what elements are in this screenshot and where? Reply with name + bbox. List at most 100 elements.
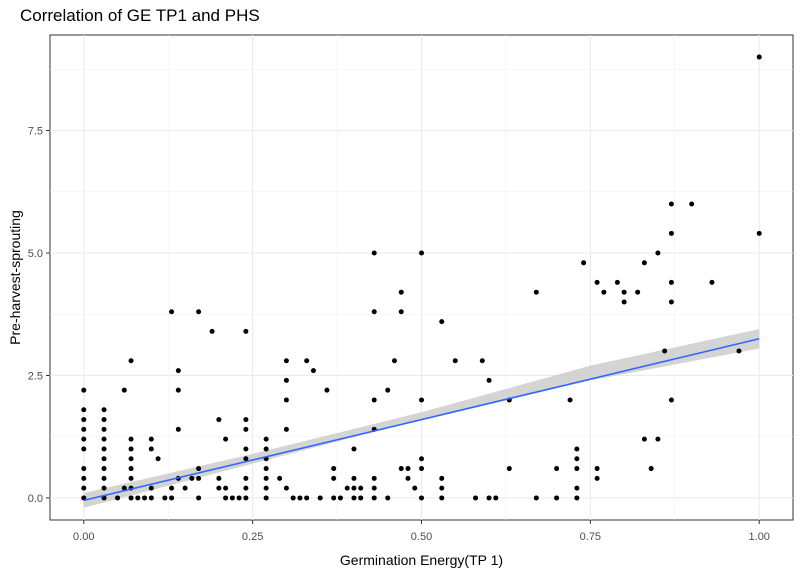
data-point xyxy=(533,289,539,295)
data-point xyxy=(574,446,580,452)
data-point xyxy=(196,466,202,472)
data-point xyxy=(128,436,134,442)
data-point xyxy=(223,495,229,501)
confidence-band xyxy=(83,328,760,508)
x-axis: 0.00 0.25 0.50 0.75 1.00 xyxy=(73,520,770,543)
data-point xyxy=(263,466,269,472)
data-point xyxy=(81,495,87,501)
data-point xyxy=(621,289,627,295)
data-point xyxy=(614,279,620,285)
y-tick-label: 7.5 xyxy=(28,126,43,138)
x-tick-label: 0.00 xyxy=(73,531,94,543)
data-point xyxy=(128,446,134,452)
data-point xyxy=(486,377,492,383)
data-point xyxy=(331,475,337,481)
data-point xyxy=(128,475,134,481)
data-point xyxy=(351,485,357,491)
data-point xyxy=(121,485,127,491)
data-point xyxy=(101,495,107,501)
data-point xyxy=(439,495,445,501)
data-point xyxy=(283,397,289,403)
data-point xyxy=(81,475,87,481)
data-point xyxy=(371,475,377,481)
data-point xyxy=(243,456,249,462)
data-point xyxy=(405,475,411,481)
y-axis-title: Pre-harvest-sprouting xyxy=(7,210,23,345)
data-point xyxy=(223,485,229,491)
data-point xyxy=(668,299,674,305)
data-point xyxy=(243,495,249,501)
data-point xyxy=(148,436,154,442)
data-point xyxy=(283,377,289,383)
data-point xyxy=(574,466,580,472)
data-point xyxy=(304,358,310,364)
data-point xyxy=(283,426,289,432)
data-point xyxy=(277,475,283,481)
data-point xyxy=(324,387,330,393)
y-tick-label: 5.0 xyxy=(28,248,43,260)
x-tick-label: 0.75 xyxy=(580,531,601,543)
data-point xyxy=(419,456,424,462)
data-point xyxy=(668,397,674,403)
data-point xyxy=(175,387,181,393)
data-point xyxy=(391,358,397,364)
data-point xyxy=(229,495,235,501)
data-point xyxy=(689,201,695,207)
data-point xyxy=(405,466,411,472)
data-point xyxy=(263,485,269,491)
data-point xyxy=(668,230,674,236)
data-point xyxy=(196,309,202,315)
data-point xyxy=(243,475,249,481)
data-point xyxy=(655,250,661,256)
data-point xyxy=(196,495,202,501)
data-point xyxy=(283,358,289,364)
data-point xyxy=(567,397,573,403)
data-point xyxy=(439,475,445,481)
data-point xyxy=(439,485,445,491)
data-point xyxy=(756,54,762,60)
data-point xyxy=(385,387,391,393)
data-point xyxy=(371,485,377,491)
data-point xyxy=(135,495,141,501)
data-point xyxy=(243,417,249,423)
data-point xyxy=(236,495,242,501)
data-point xyxy=(554,495,560,501)
data-point xyxy=(128,358,134,364)
data-point xyxy=(81,485,87,491)
data-point xyxy=(574,456,580,462)
data-point xyxy=(358,495,364,501)
data-point xyxy=(439,319,445,325)
data-point xyxy=(337,495,343,501)
data-point xyxy=(81,446,87,452)
data-point xyxy=(101,446,107,452)
data-point xyxy=(635,289,641,295)
data-point xyxy=(243,426,249,432)
data-point xyxy=(398,466,404,472)
data-point xyxy=(581,260,587,266)
data-point xyxy=(331,495,337,501)
data-point xyxy=(709,279,715,285)
data-point xyxy=(419,397,424,403)
x-tick-label: 0.50 xyxy=(411,531,432,543)
data-point xyxy=(344,485,350,491)
data-point xyxy=(668,279,674,285)
data-point xyxy=(263,436,269,442)
data-point xyxy=(668,201,674,207)
data-point xyxy=(331,466,337,472)
data-point xyxy=(81,436,87,442)
data-point xyxy=(621,299,627,305)
data-point xyxy=(142,495,148,501)
data-point xyxy=(493,495,499,501)
data-point xyxy=(358,485,364,491)
data-point xyxy=(594,466,600,472)
data-point xyxy=(533,495,539,501)
x-axis-title: Germination Energy(TP 1) xyxy=(340,552,503,568)
data-point xyxy=(283,485,289,491)
data-point xyxy=(351,446,357,452)
data-point xyxy=(452,358,458,364)
confidence-band-layer xyxy=(83,328,760,508)
data-point xyxy=(81,407,87,413)
data-point xyxy=(175,426,181,432)
data-point xyxy=(169,309,175,315)
data-point xyxy=(148,446,154,452)
